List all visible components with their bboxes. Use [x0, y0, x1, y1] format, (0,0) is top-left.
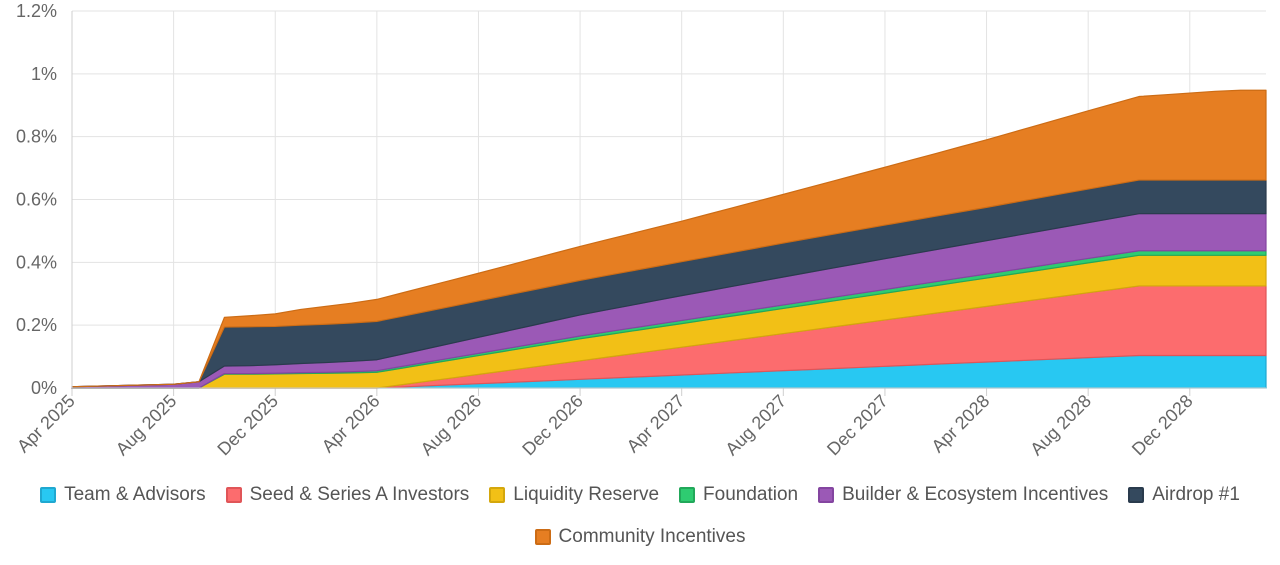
y-tick-label: 0.6% — [16, 190, 57, 210]
chart-svg: 0% 0.2% 0.4% 0.6% 0.8% 1% 1.2% Apr 2025 Aug 2025… — [13, 1, 1267, 460]
y-tick-label: 0% — [31, 378, 57, 398]
x-tick-label: Aug 2027 — [722, 391, 791, 460]
legend-item[interactable]: Builder & Ecosystem Incentives — [818, 484, 1108, 506]
x-tick-label: Dec 2025 — [213, 391, 282, 460]
x-tick-label: Apr 2025 — [13, 391, 79, 457]
y-tick-label: 1.2% — [16, 1, 57, 21]
x-tick-label: Dec 2026 — [518, 391, 587, 460]
x-tick-label: Apr 2027 — [623, 391, 689, 457]
legend-item[interactable]: Community Incentives — [534, 526, 746, 548]
x-tick-label: Aug 2026 — [417, 391, 486, 460]
legend-swatch — [40, 487, 57, 503]
y-tick-label: 1% — [31, 64, 57, 84]
legend-item[interactable]: Foundation — [679, 484, 798, 506]
legend-label: Team & Advisors — [64, 484, 206, 505]
legend-swatch — [534, 529, 551, 545]
y-tick-label: 0.8% — [16, 127, 57, 147]
legend-item[interactable]: Seed & Series A Investors — [225, 484, 470, 506]
legend-label: Community Incentives — [558, 526, 746, 547]
legend-swatch — [818, 487, 835, 503]
legend-item[interactable]: Liquidity Reserve — [489, 484, 659, 506]
stacked-area-chart: 0% 0.2% 0.4% 0.6% 0.8% 1% 1.2% Apr 2025 Aug 2025… — [13, 1, 1267, 460]
legend-label: Seed & Series A Investors — [249, 484, 470, 505]
legend-label: Foundation — [703, 484, 799, 505]
legend-swatch — [1128, 487, 1145, 503]
x-tick-label: Apr 2026 — [318, 391, 384, 457]
legend-swatch — [679, 487, 696, 503]
legend-item[interactable]: Airdrop #1 — [1128, 484, 1240, 506]
chart-legend: Team & Advisors Seed & Series A Investors… — [0, 484, 1280, 548]
legend-swatch — [225, 487, 242, 503]
x-tick-label: Aug 2028 — [1026, 391, 1095, 460]
x-tick-label: Apr 2028 — [928, 391, 994, 457]
legend-item[interactable]: Team & Advisors — [40, 484, 206, 506]
legend-label: Liquidity Reserve — [513, 484, 660, 505]
legend-swatch — [489, 487, 506, 503]
legend-label: Airdrop #1 — [1152, 484, 1240, 505]
x-tick-label: Dec 2028 — [1128, 391, 1197, 460]
x-tick-label: Aug 2025 — [112, 391, 181, 460]
x-tick-label: Dec 2027 — [823, 391, 892, 460]
y-tick-label: 0.4% — [16, 252, 57, 272]
y-tick-label: 0.2% — [16, 315, 57, 335]
area-series-community-incentives — [71, 89, 1267, 388]
legend-label: Builder & Ecosystem Incentives — [842, 484, 1109, 505]
